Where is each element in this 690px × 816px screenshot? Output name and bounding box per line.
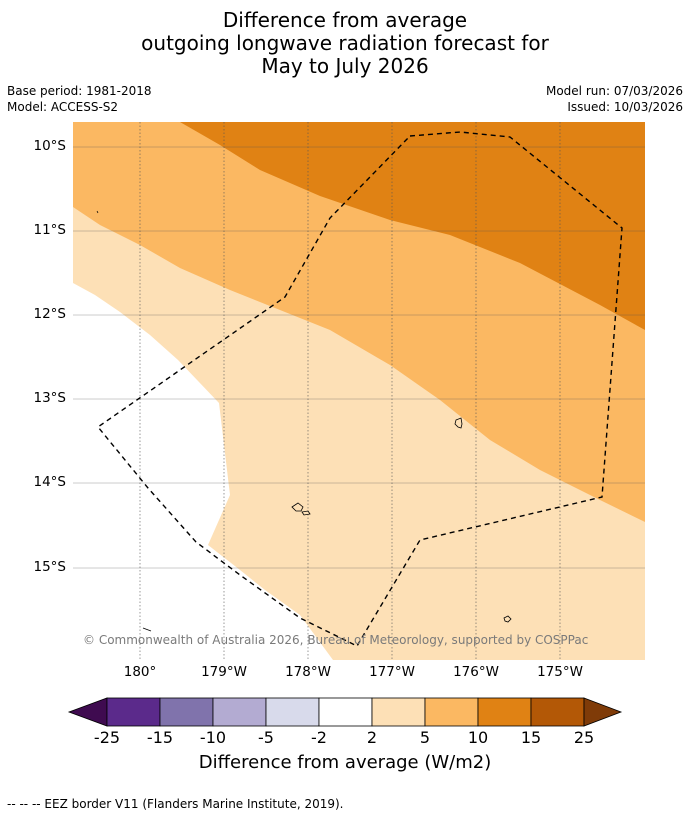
copyright-notice: © Commonwealth of Australia 2026, Bureau…	[83, 633, 589, 647]
lat-label-15s: 15°S	[33, 559, 67, 575]
island-south-east	[503, 615, 512, 623]
model-label: Model: ACCESS-S2	[7, 100, 119, 114]
colorbar-tick: 2	[366, 728, 378, 747]
lon-label-178w: 178°W	[285, 664, 331, 680]
gridlines	[73, 122, 645, 660]
colorbar-tick: -2	[311, 728, 327, 747]
lon-label-176w: 176°W	[453, 664, 499, 680]
colorbar-segment-9	[530, 697, 585, 727]
title-line-1: Difference from average	[222, 8, 468, 32]
colorbar-segment-4	[265, 697, 320, 727]
issued-label: Issued: 10/03/2026	[567, 100, 683, 114]
colorbar-tick: 10	[467, 728, 489, 747]
eez-border	[96, 131, 623, 647]
lon-label-180: 180°	[123, 664, 157, 680]
islet-central-small	[301, 510, 311, 516]
base-period-label: Base period: 1981-2018	[7, 84, 152, 98]
lon-label-175w: 175°W	[537, 664, 583, 680]
colorbar-segment-7	[424, 697, 479, 727]
colorbar-tick: -5	[258, 728, 274, 747]
lat-label-12s: 12°S	[33, 306, 67, 322]
colorbar-segment-3	[212, 697, 267, 727]
lat-label-11s: 11°S	[33, 222, 67, 238]
colorbar-tick: -10	[199, 728, 227, 747]
colorbar-tick: 5	[419, 728, 431, 747]
colorbar-extend-low	[67, 697, 108, 727]
lon-label-179w: 179°W	[201, 664, 247, 680]
island-north-east	[454, 417, 463, 429]
colorbar-segment-1	[106, 697, 161, 727]
title-line-2: outgoing longwave radiation forecast for	[141, 31, 549, 55]
colorbar-segment-6	[371, 697, 426, 727]
title-line-3: May to July 2026	[261, 54, 429, 78]
lat-label-14s: 14°S	[33, 474, 67, 490]
lat-label-10s: 10°S	[33, 138, 67, 154]
island-central	[291, 502, 304, 512]
colorbar-segment-2	[159, 697, 214, 727]
lon-label-177w: 177°W	[369, 664, 415, 680]
colorbar-tick: 15	[520, 728, 542, 747]
anomaly-band-10-15	[180, 122, 645, 330]
forecast-map	[73, 122, 645, 660]
colorbar-extend-high	[583, 697, 623, 727]
islet-south-west	[142, 627, 152, 632]
islet-north-west	[96, 210, 99, 214]
colorbar-tick: 25	[573, 728, 595, 747]
colorbar	[67, 697, 623, 727]
model-run-label: Model run: 07/03/2026	[545, 84, 683, 98]
colorbar-label: Difference from average (W/m2)	[198, 752, 492, 773]
colorbar-tick: -25	[93, 728, 121, 747]
eez-legend-note: -- -- -- EEZ border V11 (Flanders Marine…	[7, 797, 344, 811]
colorbar-segment-8	[477, 697, 532, 727]
colorbar-segment-5	[318, 697, 373, 727]
lat-label-13s: 13°S	[33, 390, 67, 406]
colorbar-tick: -15	[146, 728, 174, 747]
